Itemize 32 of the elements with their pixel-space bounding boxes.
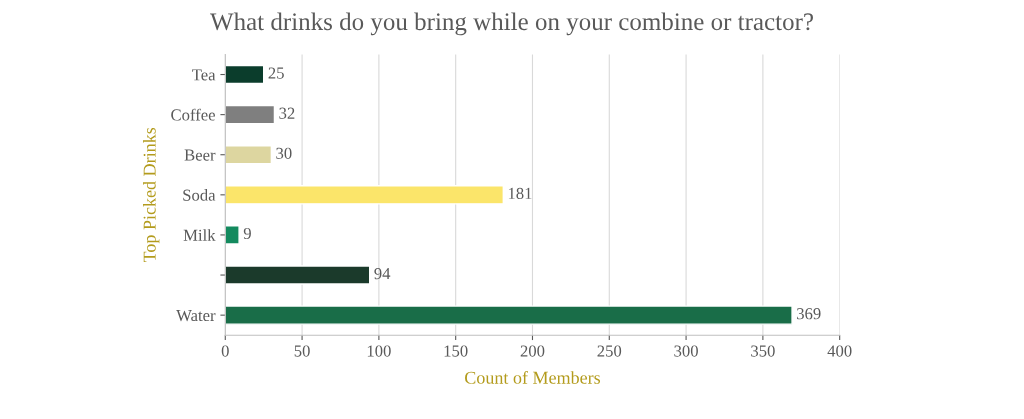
- x-tick-label: 50: [294, 345, 310, 357]
- data-label: 94: [374, 268, 391, 280]
- bar: [225, 64, 265, 85]
- x-tick-label: 250: [597, 345, 622, 357]
- bar: [225, 305, 793, 325]
- x-tick-label: 350: [751, 345, 775, 357]
- bar: [225, 225, 240, 245]
- data-label: 25: [268, 67, 284, 79]
- x-tick-label: 200: [520, 345, 545, 357]
- x-axis-title: Count of Members: [465, 370, 601, 384]
- bar: [225, 265, 371, 285]
- chart-title: What drinks do you bring while on your combine or tractor?: [210, 12, 813, 36]
- data-label: 9: [243, 227, 251, 240]
- y-axis-title: Top Picked Drinks: [143, 127, 160, 263]
- y-tick-label: Water: [176, 310, 216, 322]
- y-tick-label: Tea: [192, 69, 216, 81]
- bar: [225, 104, 276, 125]
- y-tick-label: Soda: [183, 189, 216, 201]
- data-label: 369: [797, 308, 821, 320]
- x-tick-label: 0: [221, 345, 229, 357]
- x-tick-label: 150: [444, 345, 468, 357]
- data-label: 30: [276, 147, 292, 159]
- data-label: 32: [279, 107, 295, 119]
- x-tick-label: 100: [367, 345, 391, 357]
- bar: [225, 185, 504, 205]
- y-tick-label: Coffee: [171, 108, 215, 121]
- x-tick-label: 400: [827, 345, 852, 357]
- y-tick-label: Milk: [183, 229, 216, 241]
- data-label: 181: [508, 187, 532, 200]
- bar: [225, 145, 273, 165]
- x-tick-label: 300: [674, 345, 698, 357]
- y-tick-label: Beer: [184, 149, 216, 161]
